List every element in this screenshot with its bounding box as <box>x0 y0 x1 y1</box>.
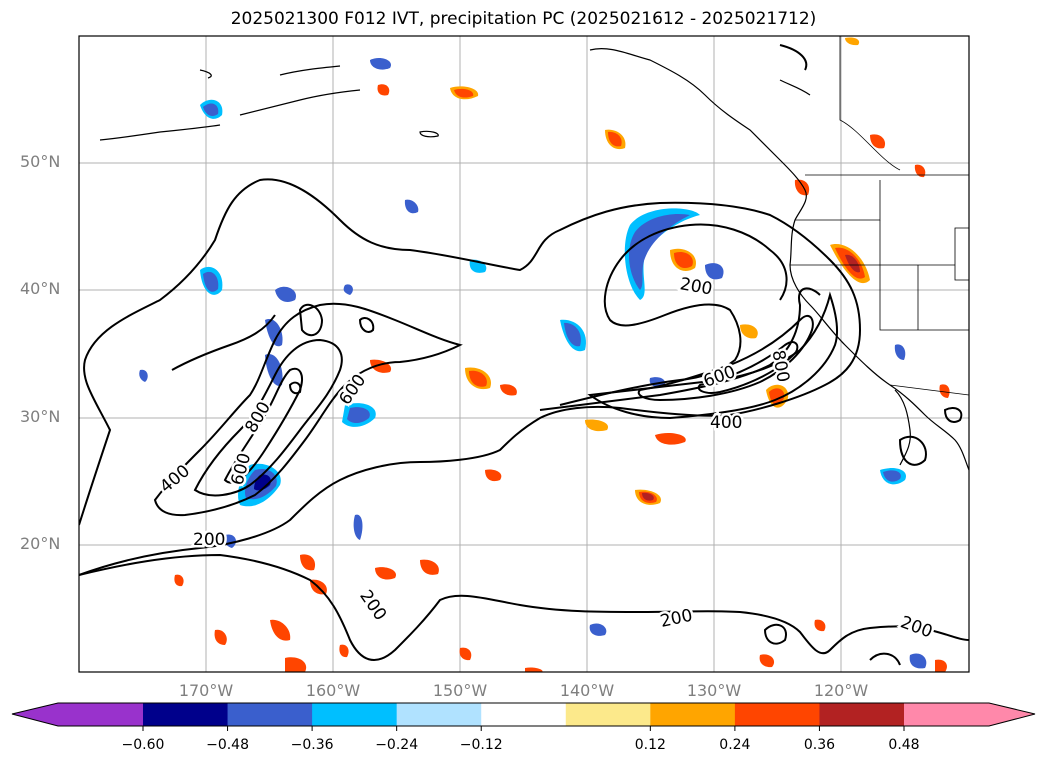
lon-label-120w: 120°W <box>813 681 869 700</box>
ivt-contour-600 <box>637 314 814 402</box>
colorbar-tick-label: −0.48 <box>206 737 249 753</box>
precip-negative-blob <box>628 213 690 290</box>
ivt-contour-600 <box>193 338 343 497</box>
colorbar-tick-label: 0.12 <box>634 737 666 753</box>
ivt-contour-200 <box>79 553 969 661</box>
lon-label-170w: 170°W <box>178 681 234 700</box>
precip-blobs <box>139 37 950 672</box>
map-background <box>79 36 969 672</box>
map-frame <box>78 35 970 673</box>
colorbar-tick-label: 0.36 <box>803 737 836 753</box>
colorbar-tick-label: 0.24 <box>719 737 751 753</box>
colorbar-tick-label: −0.24 <box>375 737 419 753</box>
lon-label-160w: 160°W <box>305 681 361 700</box>
ivt-contour-800 <box>223 367 303 484</box>
ivt-contour-200 <box>79 178 862 576</box>
colorbar-tick-label: −0.60 <box>121 737 165 753</box>
ivt-contour-400 <box>153 302 463 517</box>
lat-label-50n: 50°N <box>20 152 61 171</box>
ivt-contours <box>79 44 969 666</box>
lat-label-20n: 20°N <box>20 534 61 553</box>
ivt-contour-800 <box>697 341 799 394</box>
lon-label-150w: 150°W <box>432 681 488 700</box>
contour-label: 400 <box>710 413 742 433</box>
lon-label-140w: 140°W <box>559 681 615 700</box>
lat-label-40n: 40°N <box>20 279 61 298</box>
colorbar-tick-label: 0.48 <box>888 737 920 753</box>
coastlines <box>99 48 969 471</box>
colorbar-tick-label: −0.36 <box>290 737 334 753</box>
lon-label-130w: 130°W <box>686 681 742 700</box>
colorbar-tick-label: −0.12 <box>459 737 503 753</box>
contour-label: 200 <box>193 530 225 550</box>
lat-label-30n: 30°N <box>20 407 61 426</box>
map-title: 2025021300 F012 IVT, precipitation PC (2… <box>230 9 817 29</box>
graticule <box>79 36 969 672</box>
political-borders <box>790 36 969 396</box>
